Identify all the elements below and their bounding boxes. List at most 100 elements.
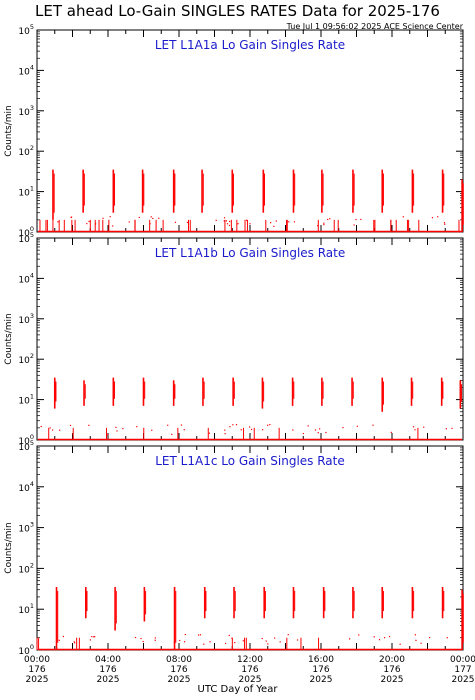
noise-point [167, 424, 169, 426]
y-tick-label: 104 [18, 63, 34, 77]
noise-point [445, 428, 447, 430]
noise-point [307, 425, 309, 427]
noise-point [171, 433, 173, 436]
noise-point [327, 218, 329, 221]
y-tick-label: 102 [18, 144, 34, 158]
noise-point [229, 220, 231, 223]
noise-point [275, 220, 277, 222]
panel-2: 100 101 102 103 104 105 Counts/min LET L1A1b Lo… [4, 231, 464, 447]
noise-point [249, 223, 251, 225]
y-tick-label: 105 [18, 23, 34, 37]
noise-point [373, 636, 375, 638]
x-tick-label: 20:00 [379, 655, 405, 665]
x-tick-label: 176 [28, 665, 45, 675]
noise-point [229, 426, 231, 428]
noise-point [224, 642, 227, 645]
noise-point [62, 635, 65, 638]
noise-point [415, 639, 417, 641]
y-tick-label: 103 [18, 312, 34, 326]
noise-point [59, 429, 61, 431]
noise-point [112, 225, 114, 227]
noise-point [184, 633, 186, 636]
noise-point [390, 431, 392, 433]
x-tick-label: 176 [241, 665, 258, 675]
noise-point [287, 634, 289, 636]
noise-point [183, 429, 185, 431]
y-tick-label: 105 [18, 439, 34, 453]
noise-point [292, 429, 294, 431]
x-tick-label: 00:00 [24, 655, 50, 665]
noise-point [267, 424, 269, 426]
noise-point [142, 640, 144, 643]
noise-point [274, 637, 276, 639]
noise-point [197, 634, 200, 636]
x-tick-label: 2025 [26, 675, 49, 685]
noise-point [446, 637, 448, 639]
noise-point [225, 220, 228, 222]
noise-point [234, 641, 236, 644]
x-tick-label: 00:00 [450, 655, 475, 665]
y-tick-label: 103 [18, 104, 34, 118]
noise-point [226, 223, 229, 225]
noise-point [420, 642, 422, 644]
noise-point [235, 423, 238, 426]
noise-point [203, 643, 205, 645]
noise-point [443, 222, 446, 224]
y-tick-label: 101 [18, 602, 34, 616]
noise-point [109, 216, 111, 218]
noise-point [261, 429, 264, 431]
noise-point [70, 216, 73, 218]
panel-3: 100 101 102 103 104 105 Counts/min LET L1A1c Lo… [4, 439, 475, 685]
noise-point [134, 636, 137, 639]
noise-point [93, 636, 95, 638]
x-tick-label: 177 [454, 665, 471, 675]
noise-point [279, 641, 281, 643]
noise-point [383, 637, 386, 639]
noise-point [237, 223, 239, 225]
noise-point [102, 217, 104, 219]
noise-point [152, 217, 154, 220]
y-tick-label: 102 [18, 561, 34, 575]
noise-point [179, 639, 181, 642]
y-tick-label: 100 [18, 643, 34, 657]
x-tick-label: 2025 [452, 675, 475, 685]
x-tick-label: 08:00 [166, 655, 192, 665]
y-axis-label: Counts/min [4, 313, 14, 364]
noise-point [232, 424, 234, 426]
y-axis-label: Counts/min [4, 522, 14, 573]
noise-point [356, 425, 358, 427]
x-tick-label: 2025 [168, 675, 191, 685]
noise-point [74, 642, 76, 644]
panel-title: LET L1A1a Lo Gain Singles Rate [155, 38, 345, 52]
y-tick-label: 103 [18, 521, 34, 535]
noise-point [451, 427, 453, 429]
x-tick-label: 176 [383, 665, 400, 675]
noise-point [267, 643, 269, 645]
noise-point [51, 429, 54, 431]
y-tick-label: 100 [18, 433, 34, 447]
y-tick-label: 104 [18, 271, 34, 285]
x-tick-label: 2025 [239, 675, 262, 685]
noise-point [250, 428, 253, 431]
noise-point [319, 428, 321, 430]
noise-point [414, 634, 417, 636]
noise-point [107, 434, 109, 436]
noise-point [49, 427, 51, 429]
noise-point [215, 219, 217, 221]
noise-point [224, 429, 226, 431]
noise-point [265, 640, 267, 642]
noise-point [150, 216, 152, 218]
y-tick-label: 105 [18, 231, 34, 245]
noise-point [151, 429, 153, 431]
y-tick-label: 100 [18, 225, 34, 239]
noise-point [429, 637, 431, 639]
noise-point [57, 221, 59, 223]
noise-point [88, 424, 90, 426]
y-tick-label: 101 [18, 393, 34, 407]
noise-point [270, 222, 272, 224]
noise-point [209, 641, 211, 643]
noise-point [245, 219, 248, 221]
noise-point [349, 638, 351, 640]
panel-frame [36, 237, 464, 441]
